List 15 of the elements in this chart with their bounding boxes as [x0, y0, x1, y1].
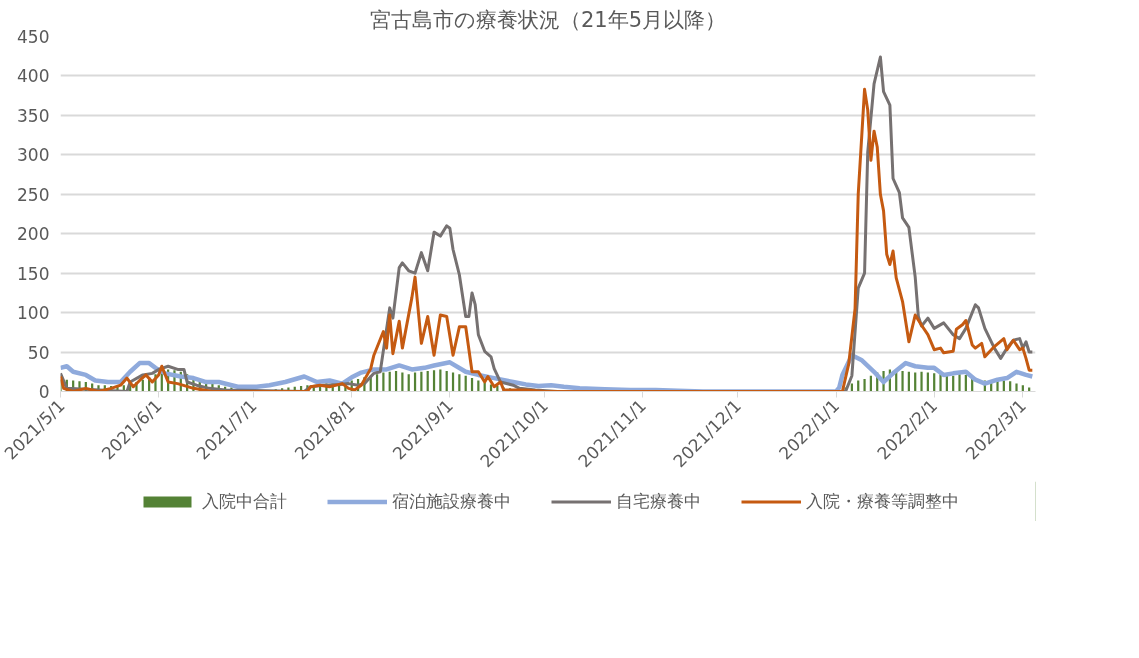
y-tick-label: 250	[17, 184, 50, 205]
legend-label: 自宅療養中	[615, 489, 701, 513]
y-tick-label: 150	[17, 263, 50, 284]
chart-title: 宮古島市の療養状況（21年5月以降）	[369, 7, 727, 32]
y-tick-label: 450	[17, 27, 50, 47]
legend-label: 入院中合計	[201, 489, 287, 513]
y-tick-label: 300	[17, 145, 50, 166]
y-tick-label: 400	[17, 66, 50, 87]
y-tick-label: 350	[17, 105, 50, 126]
y-tick-label: 100	[17, 303, 50, 324]
y-tick-label: 200	[17, 224, 50, 245]
y-tick-label: 50	[27, 342, 50, 363]
legend-label: 宿泊施設療養中	[391, 489, 511, 513]
legend-label: 入院・療養等調整中	[805, 489, 959, 513]
y-tick-label: 0	[38, 382, 50, 402]
